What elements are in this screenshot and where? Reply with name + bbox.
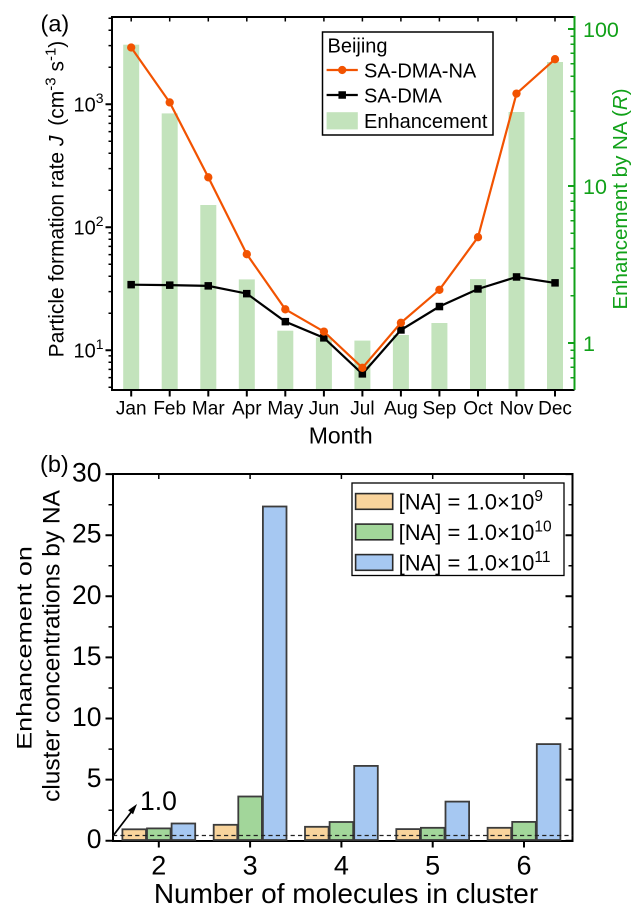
svg-text:Feb: Feb — [153, 399, 186, 420]
svg-text:30: 30 — [72, 458, 101, 488]
svg-text:1.0: 1.0 — [140, 786, 177, 816]
svg-text:[NA] = 1.0×1011: [NA] = 1.0×1011 — [399, 549, 551, 576]
svg-text:20: 20 — [72, 580, 101, 610]
svg-text:25: 25 — [72, 519, 101, 549]
svg-text:10: 10 — [583, 175, 607, 199]
svg-text:3: 3 — [243, 851, 258, 881]
svg-text:[NA] = 1.0×109: [NA] = 1.0×109 — [399, 488, 543, 515]
svg-text:Mar: Mar — [192, 399, 225, 420]
svg-text:Jan: Jan — [116, 399, 147, 420]
svg-text:(a): (a) — [41, 11, 70, 37]
svg-text:SA-DMA-NA: SA-DMA-NA — [364, 60, 477, 82]
svg-text:(b): (b) — [40, 451, 69, 477]
svg-text:Enhancement on: Enhancement on — [13, 546, 36, 750]
svg-text:5: 5 — [87, 763, 102, 793]
svg-text:Number of molecules in cluster: Number of molecules in cluster — [154, 878, 538, 909]
svg-text:Nov: Nov — [500, 399, 534, 420]
svg-text:May: May — [267, 399, 303, 420]
svg-text:10: 10 — [72, 702, 101, 732]
svg-text:Beijing: Beijing — [328, 36, 388, 58]
svg-text:0: 0 — [87, 824, 102, 854]
svg-text:Jun: Jun — [309, 399, 340, 420]
svg-text:2: 2 — [151, 851, 166, 881]
svg-text:Enhancement: Enhancement — [364, 111, 488, 133]
svg-text:1: 1 — [583, 332, 595, 356]
svg-text:Jul: Jul — [350, 399, 374, 420]
svg-text:100: 100 — [583, 18, 619, 42]
svg-text:SA-DMA: SA-DMA — [364, 85, 442, 107]
svg-text:Particle formation rate J (cm-: Particle formation rate J (cm-3 s-1) — [43, 41, 69, 358]
svg-text:Month: Month — [309, 423, 373, 449]
svg-text:Aug: Aug — [384, 399, 418, 420]
svg-text:5: 5 — [425, 851, 440, 881]
svg-text:[NA] = 1.0×1010: [NA] = 1.0×1010 — [399, 519, 552, 546]
svg-text:Oct: Oct — [463, 399, 493, 420]
svg-text:cluster concentrations by NA: cluster concentrations by NA — [39, 489, 66, 801]
svg-text:Dec: Dec — [538, 399, 572, 420]
svg-text:15: 15 — [72, 641, 101, 671]
svg-text:6: 6 — [516, 851, 531, 881]
svg-text:4: 4 — [334, 851, 349, 881]
svg-text:Enhancement by NA (R): Enhancement by NA (R) — [609, 88, 632, 309]
svg-text:Apr: Apr — [232, 399, 262, 420]
svg-text:Sep: Sep — [422, 399, 456, 420]
